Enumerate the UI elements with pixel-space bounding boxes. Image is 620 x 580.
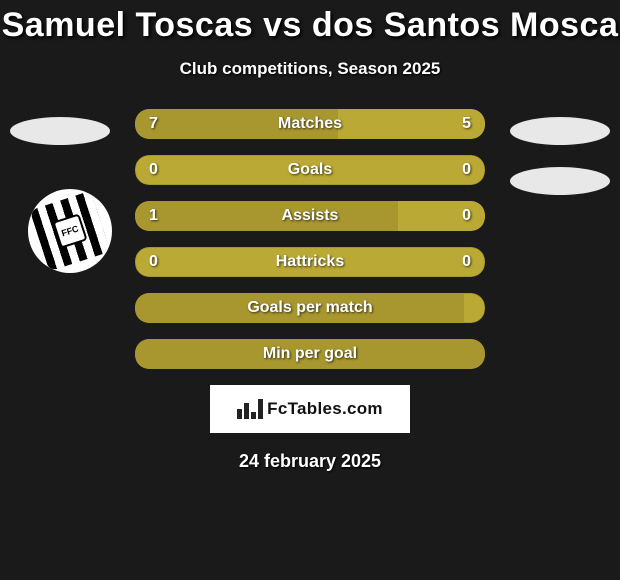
stat-value-right: 0 <box>462 207 471 225</box>
stat-row: Matches7 5 <box>135 109 485 139</box>
stat-label: Goals <box>135 161 485 179</box>
player-right-badge-2 <box>510 167 610 195</box>
stat-value-left: 0 <box>149 253 158 271</box>
stat-row: Hattricks0 0 <box>135 247 485 277</box>
stat-row: Assists1 0 <box>135 201 485 231</box>
stat-label: Min per goal <box>135 345 485 363</box>
page-title: Samuel Toscas vs dos Santos Mosca <box>0 0 620 45</box>
club-logo: FFC <box>28 189 112 273</box>
bars-container: Matches75Goals00Assists10Hattricks00Goal… <box>135 109 485 369</box>
brand-badge[interactable]: FcTables.com <box>210 385 410 433</box>
stat-value-right: 0 <box>462 161 471 179</box>
stat-row: Goals0 0 <box>135 155 485 185</box>
comparison-chart: FFC Matches75Goals00Assists10Hattricks00… <box>0 109 620 472</box>
stat-value-left: 7 <box>149 115 158 133</box>
stat-label: Matches <box>135 115 485 133</box>
stat-label: Hattricks <box>135 253 485 271</box>
brand-text: FcTables.com <box>267 399 383 419</box>
club-logo-text: FFC <box>52 213 87 248</box>
stat-value-right: 0 <box>462 253 471 271</box>
stat-label: Assists <box>135 207 485 225</box>
stat-row: Min per goal <box>135 339 485 369</box>
player-left-badge <box>10 117 110 145</box>
stat-value-right: 5 <box>462 115 471 133</box>
stat-value-left: 1 <box>149 207 158 225</box>
stat-row: Goals per match <box>135 293 485 323</box>
stat-value-left: 0 <box>149 161 158 179</box>
player-right-badge-1 <box>510 117 610 145</box>
chart-icon <box>237 399 261 419</box>
stat-label: Goals per match <box>135 299 485 317</box>
date-text: 24 february 2025 <box>0 451 620 472</box>
subtitle: Club competitions, Season 2025 <box>0 59 620 79</box>
